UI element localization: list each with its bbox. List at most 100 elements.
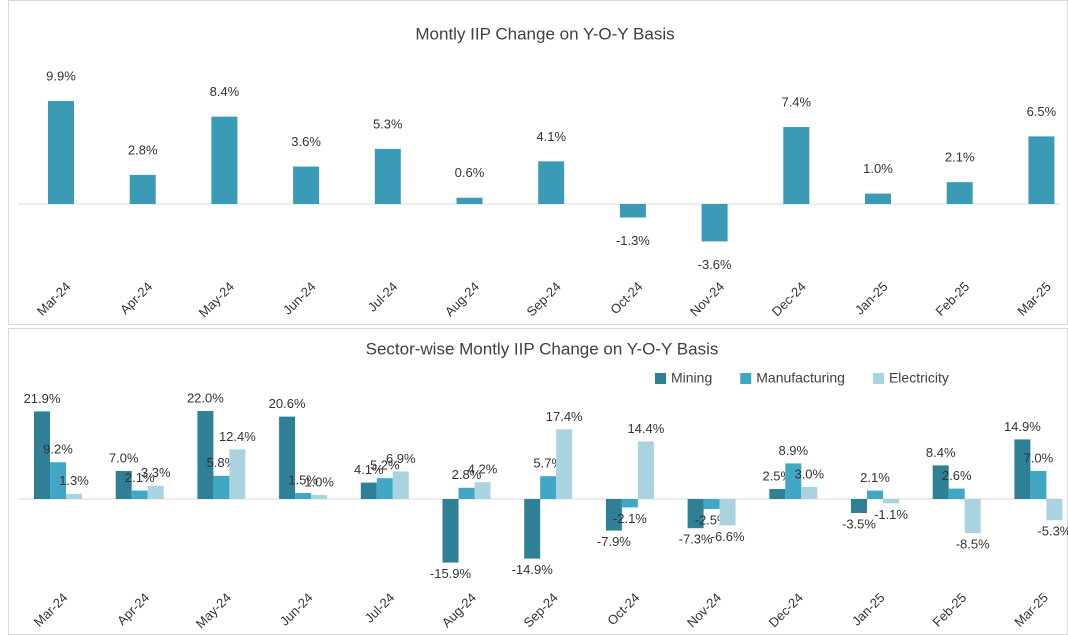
x-tick-label: Mar-24: [31, 590, 71, 630]
data-label: 3.3%: [141, 465, 171, 480]
legend-swatch: [740, 373, 752, 384]
bar: [883, 499, 899, 504]
bar: [687, 499, 704, 529]
bar: [932, 465, 949, 499]
data-label: -6.6%: [711, 529, 745, 544]
bar: [458, 487, 475, 499]
data-label: 5.2%: [370, 458, 400, 473]
bar: [229, 449, 246, 499]
bar: [605, 499, 622, 531]
data-label: 7.0%: [1024, 450, 1054, 465]
bar: [197, 411, 214, 499]
bar: [474, 482, 491, 499]
bar: [556, 429, 573, 499]
bar: [293, 166, 320, 204]
bar: [538, 161, 565, 204]
bar: [964, 499, 981, 533]
bar: [865, 193, 891, 204]
x-tick-label: Jun-24: [277, 590, 316, 629]
x-tick-label: Aug-24: [442, 279, 482, 319]
data-label: 1.5%: [288, 472, 318, 487]
x-tick-label: Jul-24: [365, 279, 401, 315]
legend-label: Manufacturing: [756, 370, 845, 386]
x-tick-label: Mar-25: [1014, 279, 1054, 319]
x-tick-label: Jan-25: [852, 279, 891, 318]
bar: [524, 499, 541, 559]
bar: [703, 499, 720, 509]
data-label: 2.1%: [945, 150, 975, 165]
data-label: 7.0%: [109, 450, 139, 465]
bar: [783, 127, 810, 204]
x-tick-label: Feb-25: [930, 590, 970, 630]
bar: [34, 411, 50, 499]
bar: [360, 482, 377, 499]
bar: [948, 488, 965, 499]
bar: [1046, 499, 1063, 521]
legend-swatch: [655, 373, 666, 384]
data-label: -2.1%: [613, 511, 647, 526]
data-label: 22.0%: [187, 390, 224, 405]
data-label: -14.9%: [512, 562, 554, 577]
x-tick-label: Apr-24: [114, 590, 152, 628]
bar: [867, 490, 883, 499]
data-label: -15.9%: [430, 566, 472, 581]
bar: [801, 487, 818, 499]
x-tick-label: Mar-25: [1011, 590, 1051, 630]
data-label: 8.9%: [778, 443, 808, 458]
bar: [48, 101, 74, 204]
data-label: 1.0%: [863, 161, 893, 176]
bar: [1014, 439, 1031, 499]
bar: [946, 182, 973, 204]
bar: [1028, 136, 1055, 204]
x-tick-label: Nov-24: [684, 590, 724, 630]
data-label: -3.5%: [842, 516, 876, 531]
data-label: 2.8%: [128, 142, 158, 157]
data-label: 5.7%: [533, 456, 563, 471]
bar: [540, 476, 557, 499]
data-label: 0.6%: [455, 165, 485, 180]
data-label: 8.4%: [926, 445, 956, 460]
bar: [66, 493, 82, 499]
data-label: 2.6%: [942, 468, 972, 483]
x-tick-label: May-24: [193, 590, 234, 631]
data-label: 2.1%: [860, 470, 890, 485]
bar: [279, 416, 296, 499]
data-label: 5.8%: [207, 455, 237, 470]
data-label: 20.6%: [269, 396, 306, 411]
x-tick-label: Feb-25: [933, 279, 973, 319]
data-label: 2.5%: [762, 468, 792, 483]
bar: [719, 499, 736, 526]
data-label: 3.0%: [794, 466, 824, 481]
bar: [1030, 471, 1047, 499]
legend-label: Mining: [671, 370, 712, 386]
bar: [392, 471, 409, 499]
data-label: 7.4%: [781, 94, 811, 109]
data-label: -1.3%: [616, 233, 650, 248]
x-tick-label: Mar-24: [34, 279, 74, 319]
data-label: 14.9%: [1004, 419, 1041, 434]
data-label: 9.9%: [46, 68, 76, 83]
bar: [456, 197, 483, 204]
x-tick-label: Dec-24: [766, 590, 806, 630]
data-label: 2.1%: [125, 470, 155, 485]
data-label: 6.5%: [1027, 104, 1057, 119]
bar: [311, 495, 328, 499]
x-tick-label: Jun-24: [280, 279, 319, 318]
legend-swatch: [872, 373, 884, 384]
data-label: 21.9%: [24, 391, 61, 406]
data-label: -3.6%: [698, 257, 732, 272]
x-tick-label: Sep-24: [524, 279, 564, 319]
panel: [8, 0, 1068, 325]
bar: [374, 148, 401, 204]
x-tick-label: Oct-24: [604, 590, 642, 628]
bar: [701, 204, 728, 242]
chart-title: Montly IIP Change on Y-O-Y Basis: [415, 24, 674, 43]
data-label: 3.6%: [291, 134, 321, 149]
x-tick-label: Oct-24: [607, 279, 645, 317]
x-tick-label: Aug-24: [439, 590, 479, 630]
x-tick-label: May-24: [196, 279, 237, 320]
data-label: 6.9%: [386, 451, 416, 466]
data-label: -1.1%: [874, 507, 908, 522]
data-label: 4.1%: [536, 129, 566, 144]
